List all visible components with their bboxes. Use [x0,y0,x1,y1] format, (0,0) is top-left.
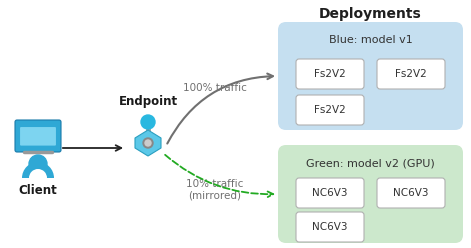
FancyBboxPatch shape [377,178,445,208]
FancyArrowPatch shape [165,155,273,197]
Text: NC6V3: NC6V3 [393,188,429,198]
Text: Fs2V2: Fs2V2 [314,105,346,115]
Text: Deployments: Deployments [318,7,422,21]
Wedge shape [29,169,47,178]
Text: Client: Client [19,184,57,196]
Text: Fs2V2: Fs2V2 [395,69,427,79]
FancyBboxPatch shape [278,22,463,130]
FancyBboxPatch shape [296,178,364,208]
FancyBboxPatch shape [20,127,56,146]
FancyArrowPatch shape [167,74,273,144]
Circle shape [145,140,151,146]
Text: 100% traffic: 100% traffic [183,83,247,93]
FancyBboxPatch shape [278,145,463,243]
Text: Endpoint: Endpoint [118,95,178,109]
Circle shape [29,155,47,173]
FancyBboxPatch shape [296,212,364,242]
FancyBboxPatch shape [296,59,364,89]
Text: 10% traffic
(mirrored): 10% traffic (mirrored) [187,179,244,201]
Circle shape [141,115,155,129]
Text: Fs2V2: Fs2V2 [314,69,346,79]
Text: NC6V3: NC6V3 [312,222,348,232]
Text: Green: model v2 (GPU): Green: model v2 (GPU) [306,158,435,168]
FancyBboxPatch shape [296,95,364,125]
Polygon shape [135,130,161,156]
Text: Blue: model v1: Blue: model v1 [329,35,413,45]
Text: NC6V3: NC6V3 [312,188,348,198]
Wedge shape [22,162,54,178]
FancyBboxPatch shape [377,59,445,89]
FancyBboxPatch shape [15,120,61,152]
Circle shape [143,138,153,148]
